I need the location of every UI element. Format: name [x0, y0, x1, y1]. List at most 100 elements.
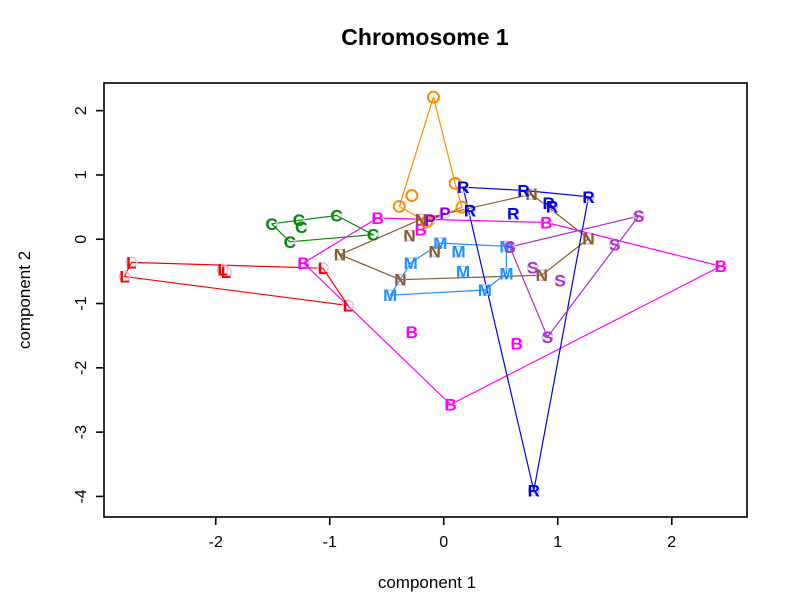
point-R: R [517, 181, 529, 200]
point-S: S [554, 271, 565, 290]
point-halo-N [394, 273, 407, 286]
point-halo-N [334, 248, 346, 261]
point-halo-R [546, 200, 558, 213]
point-halo-L [220, 266, 232, 278]
point-L: L [343, 296, 353, 315]
point-B: B [511, 334, 523, 353]
y-tick-label: -2 [73, 361, 90, 375]
point-halo-R [507, 207, 520, 220]
x-tick-label: -1 [323, 534, 337, 551]
point-halo-R [527, 484, 540, 497]
point-halo-B [371, 212, 384, 224]
y-tick-label: 1 [73, 170, 90, 179]
point-R: R [542, 194, 554, 213]
point-L: L [119, 268, 129, 287]
point-halo-L [125, 256, 138, 269]
point-halo-C [283, 235, 296, 248]
point-halo-S [526, 261, 539, 274]
point-M: M [451, 242, 465, 261]
point-halo-L [316, 262, 329, 275]
point-C: C [367, 226, 379, 245]
point-L: L [217, 260, 227, 279]
point-halo-B [510, 337, 523, 350]
point-O [420, 215, 434, 229]
point-R: R [582, 188, 594, 207]
point-halo-S [608, 238, 621, 251]
point-halo-N [582, 232, 595, 245]
point-M: M [478, 281, 492, 300]
x-axis-label: component 1 [378, 573, 476, 592]
point-P: P [424, 211, 435, 230]
point-O [405, 189, 419, 203]
point-R: R [546, 197, 558, 216]
point-halo-N [535, 269, 548, 282]
point-N: N [536, 266, 548, 285]
point-S: S [609, 235, 620, 254]
point-halo-M [434, 237, 447, 249]
point-B: B [371, 209, 383, 228]
point-N: N [334, 246, 346, 265]
point-halo-M [452, 245, 465, 258]
point-halo-N [428, 245, 441, 258]
point-halo-B [444, 398, 457, 411]
point-M: M [499, 264, 513, 283]
cluster-outline-R [462, 186, 590, 491]
cluster-outline-B [303, 217, 723, 406]
point-halo-L [216, 263, 229, 276]
point-B: B [297, 254, 309, 273]
point-C: C [293, 211, 305, 230]
x-tick-label: 1 [553, 534, 562, 551]
point-S: S [527, 259, 538, 278]
point-B: B [415, 221, 427, 240]
point-N: N [428, 242, 440, 261]
point-R: R [507, 205, 519, 224]
point-O [426, 90, 440, 104]
point-N: N [394, 271, 406, 290]
point-M: M [433, 234, 447, 253]
x-tick-label: 0 [439, 534, 448, 551]
point-S: S [542, 328, 553, 347]
point-C: C [330, 206, 342, 225]
point-S: S [504, 238, 515, 257]
cluster-outline-S [509, 215, 641, 339]
point-C: C [265, 215, 277, 234]
point-C: C [295, 218, 307, 237]
point-halo-M [457, 265, 470, 278]
point-N: N [525, 185, 537, 204]
point-halo-M [384, 289, 397, 302]
point-O [448, 176, 462, 190]
point-halo-B [405, 325, 418, 338]
x-tick-label: 2 [667, 534, 676, 551]
point-halo-L [342, 299, 354, 312]
x-tick-label: -2 [209, 534, 223, 551]
point-halo-C [293, 214, 305, 226]
point-halo-R [582, 190, 595, 203]
point-halo-C [367, 228, 379, 241]
point-halo-S [632, 210, 645, 222]
point-N: N [415, 210, 427, 229]
point-R: R [457, 178, 469, 197]
point-P: P [439, 204, 450, 223]
chart-title: Chromosome 1 [341, 24, 509, 50]
point-halo-M [500, 267, 513, 280]
point-halo-C [295, 221, 308, 233]
point-halo-S [541, 331, 554, 343]
point-halo-N [403, 229, 416, 242]
y-tick-label: -3 [73, 425, 90, 439]
point-B: B [540, 214, 552, 233]
point-S: S [633, 207, 644, 226]
y-axis-label: component 2 [15, 251, 34, 349]
y-tick-label: 2 [73, 106, 90, 115]
cluster-outline-M [389, 242, 507, 296]
point-L: L [126, 253, 136, 272]
point-B: B [444, 395, 456, 414]
point-halo-P [438, 206, 451, 219]
point-M: M [456, 262, 470, 281]
y-tick-label: -4 [73, 489, 90, 503]
point-O [455, 200, 469, 214]
point-R: R [528, 482, 540, 501]
point-halo-R [517, 184, 530, 197]
